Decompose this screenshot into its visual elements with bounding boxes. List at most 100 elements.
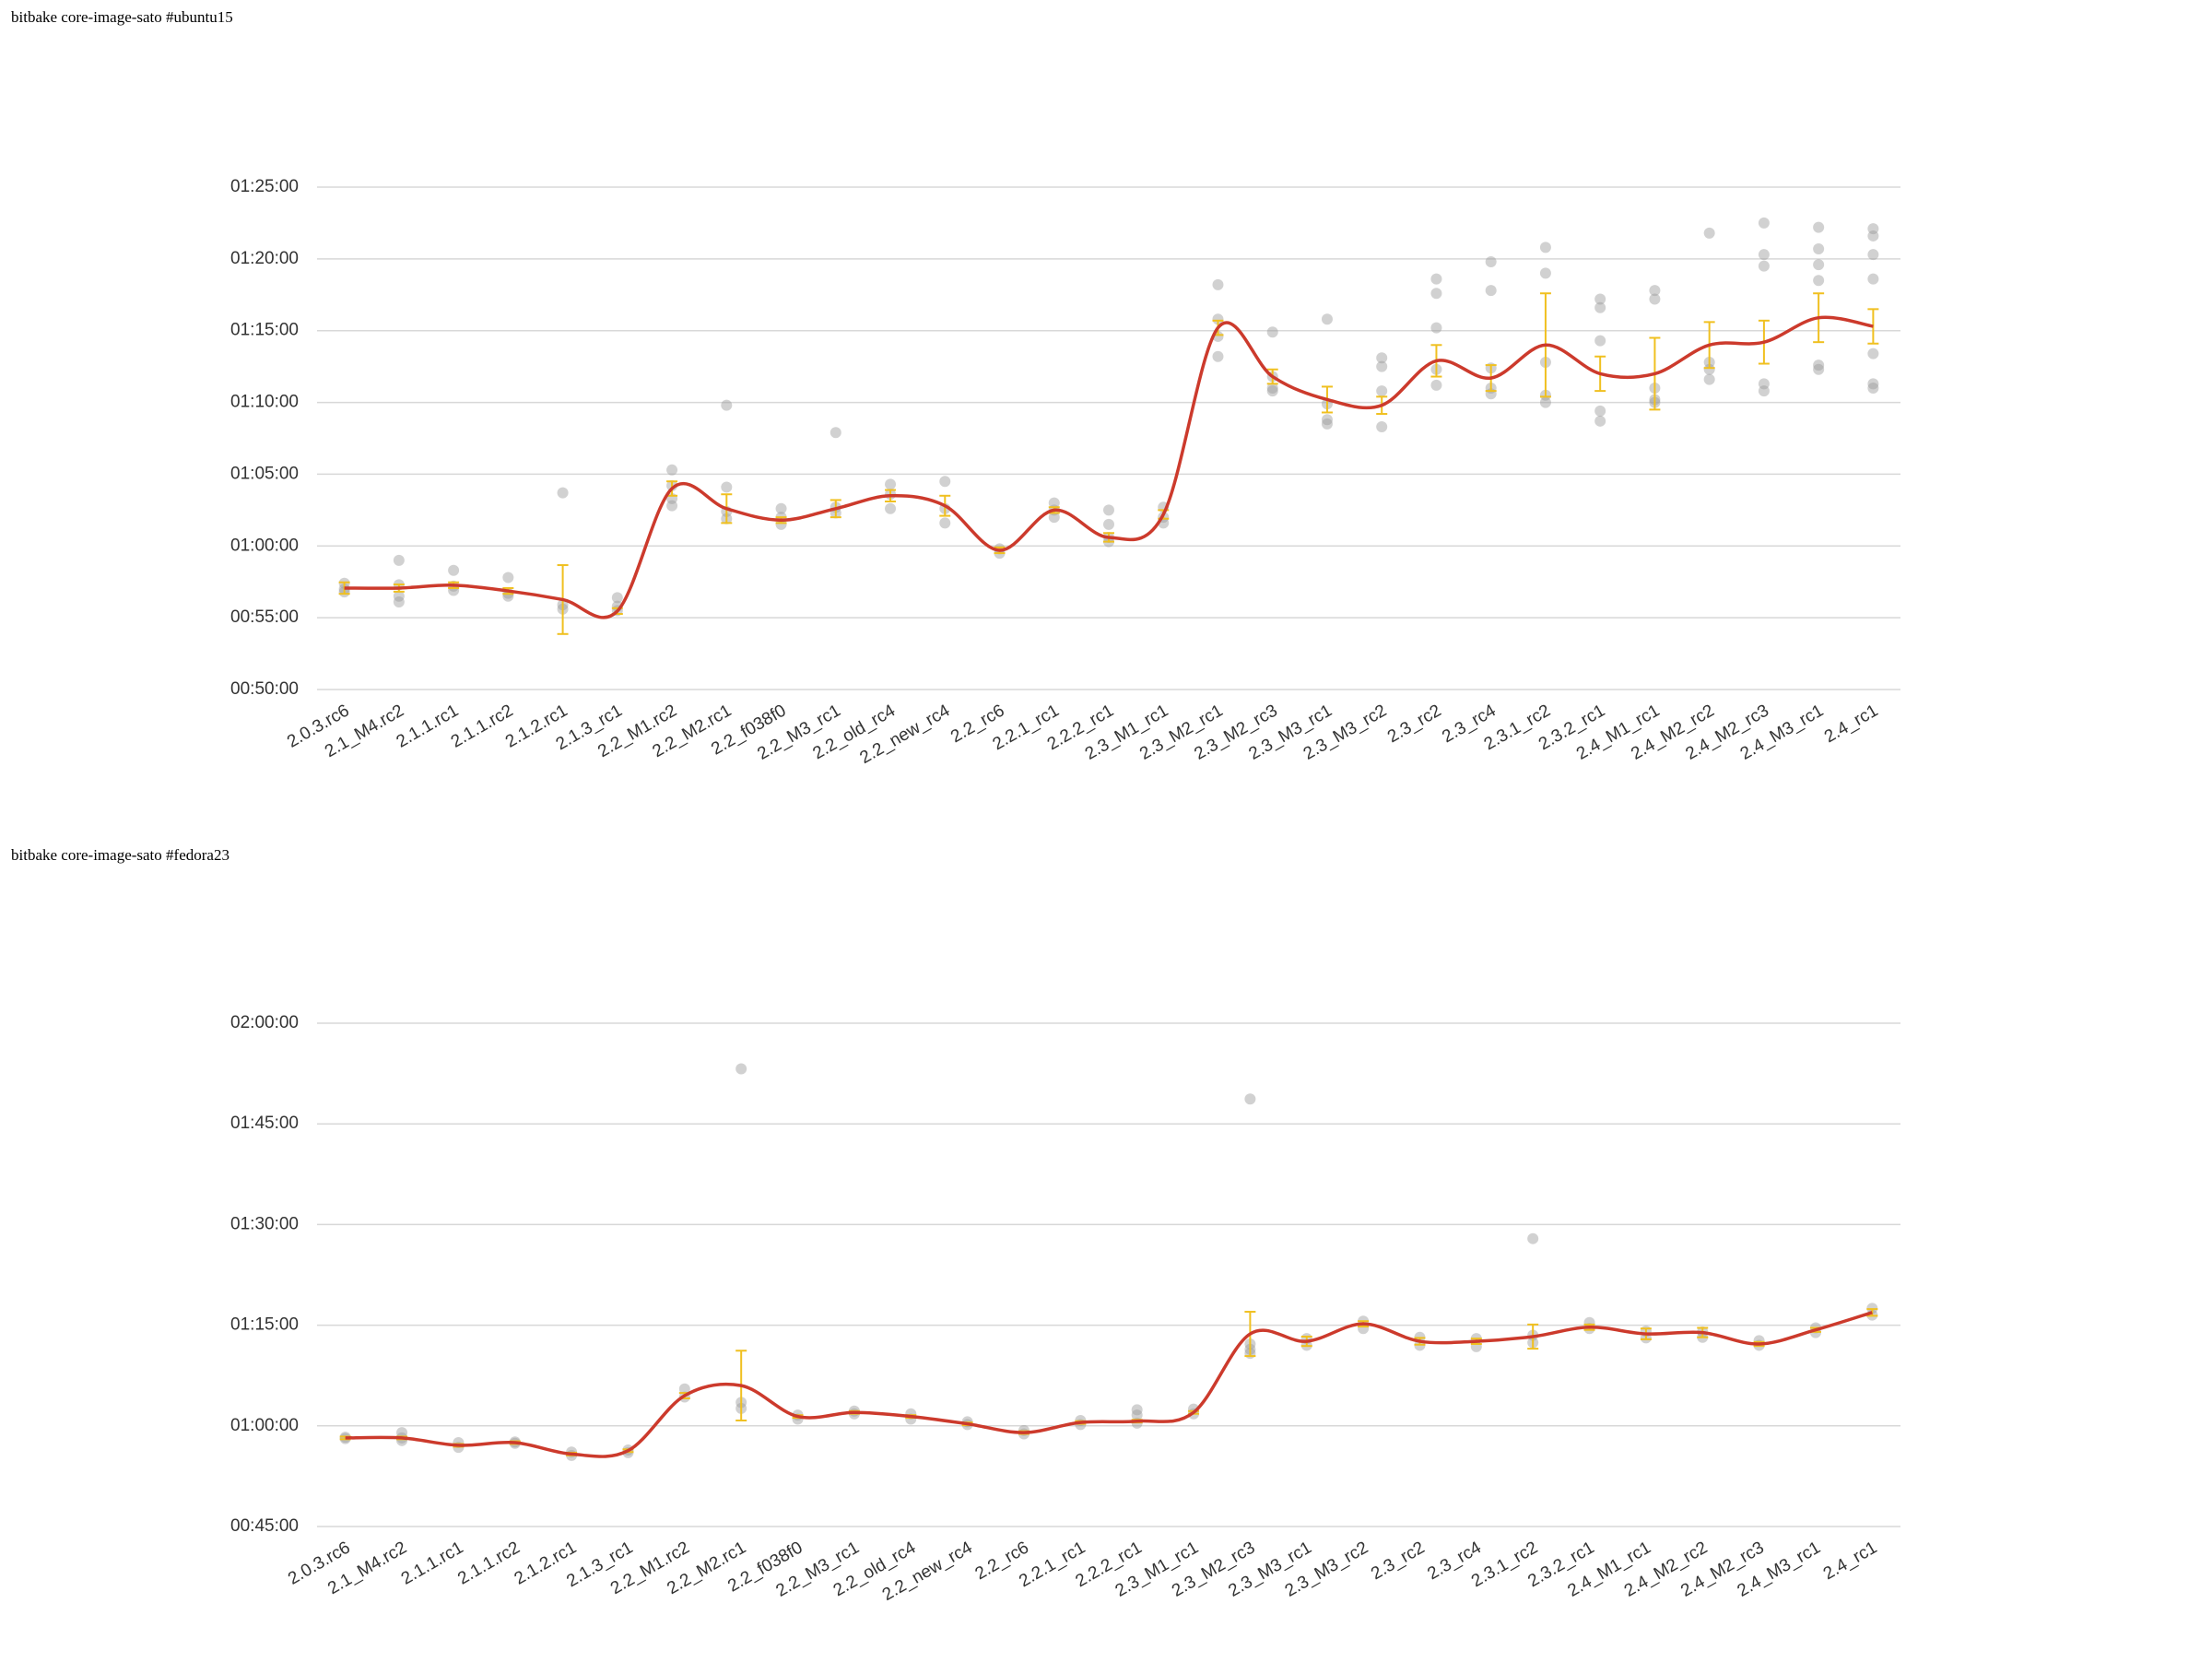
- y-tick-label: 00:45:00: [230, 1516, 299, 1536]
- sample-point: [1485, 285, 1497, 297]
- sample-point: [1594, 415, 1606, 427]
- y-tick-label: 01:00:00: [230, 536, 299, 555]
- y-tick-label: 01:15:00: [230, 1315, 299, 1335]
- sample-point: [1266, 383, 1278, 394]
- sample-point: [396, 1427, 408, 1439]
- sample-point: [1103, 504, 1114, 516]
- y-tick-label: 01:10:00: [230, 393, 299, 412]
- y-tick-label: 00:50:00: [230, 679, 299, 699]
- sample-point: [721, 399, 733, 411]
- sample-point: [666, 464, 678, 476]
- sample-point: [393, 590, 405, 602]
- sample-point: [1376, 385, 1388, 397]
- chart-title: bitbake core-image-sato #fedora23: [11, 846, 229, 864]
- sample-point: [1048, 512, 1060, 524]
- sample-point: [1867, 230, 1879, 242]
- sample-point: [1867, 249, 1879, 261]
- sample-point: [1867, 383, 1879, 394]
- sample-point: [1758, 249, 1770, 261]
- x-tick-label: 2.1.1.rc1: [398, 1538, 467, 1588]
- mean-line: [344, 315, 1874, 619]
- sample-point: [1758, 260, 1770, 272]
- x-tick-label: 2.1.1.rc2: [448, 701, 517, 751]
- mean-line: [345, 1311, 1873, 1458]
- sample-point: [393, 554, 405, 566]
- sample-point: [1594, 293, 1606, 305]
- sample-point: [1867, 348, 1879, 360]
- sample-point: [611, 592, 623, 604]
- x-tick-label: 2.1.1.rc2: [454, 1538, 524, 1588]
- y-tick-label: 01:30:00: [230, 1214, 299, 1233]
- x-tick-label: 2.1.1.rc1: [394, 701, 463, 751]
- y-tick-label: 02:00:00: [230, 1013, 299, 1032]
- sample-point: [1867, 273, 1879, 285]
- x-tick-label: 2.3_rc2: [1384, 701, 1444, 747]
- sample-point: [775, 502, 787, 514]
- sample-point: [885, 478, 897, 490]
- sample-point: [1649, 285, 1661, 297]
- sample-point: [1376, 360, 1388, 372]
- sample-point: [666, 500, 678, 512]
- sample-point: [1212, 278, 1224, 290]
- sample-point: [1813, 360, 1825, 371]
- sample-point: [1321, 418, 1333, 430]
- sample-point: [939, 476, 951, 488]
- x-tick-label: 2.4_rc1: [1820, 1538, 1880, 1584]
- x-tick-label: 2.4_rc1: [1821, 701, 1881, 747]
- sample-point: [1703, 363, 1715, 375]
- sample-point: [1539, 242, 1551, 253]
- sample-point: [1758, 378, 1770, 390]
- sample-point: [1376, 352, 1388, 364]
- sample-point: [1321, 313, 1333, 325]
- y-tick-label: 01:20:00: [230, 249, 299, 268]
- sample-point: [1703, 373, 1715, 385]
- sample-point: [1813, 275, 1825, 287]
- sample-point: [939, 517, 951, 529]
- sample-point: [1813, 221, 1825, 233]
- y-tick-label: 01:05:00: [230, 464, 299, 483]
- sample-point: [1212, 350, 1224, 362]
- sample-point: [1485, 255, 1497, 267]
- sample-point: [1813, 363, 1825, 375]
- sample-point: [1103, 518, 1114, 530]
- sample-point: [1594, 335, 1606, 347]
- sample-point: [1376, 421, 1388, 433]
- sample-point: [1266, 326, 1278, 338]
- sample-point: [393, 596, 405, 608]
- sample-point: [1813, 259, 1825, 271]
- sample-point: [1539, 267, 1551, 279]
- y-tick-label: 01:00:00: [230, 1416, 299, 1435]
- sample-point: [885, 502, 897, 514]
- sample-point: [1813, 242, 1825, 254]
- sample-point: [1703, 227, 1715, 239]
- sample-point: [1649, 293, 1661, 305]
- sample-point: [1527, 1232, 1539, 1244]
- sample-point: [448, 564, 460, 576]
- sample-point: [502, 572, 514, 584]
- sample-point: [1131, 1404, 1143, 1416]
- y-tick-label: 01:25:00: [230, 177, 299, 196]
- y-tick-label: 01:15:00: [230, 321, 299, 340]
- sample-point: [1266, 385, 1278, 397]
- sample-point: [557, 487, 569, 499]
- sample-point: [1867, 378, 1879, 390]
- sample-point: [1430, 322, 1442, 334]
- sample-point: [1594, 405, 1606, 417]
- sample-point: [1539, 396, 1551, 408]
- sample-point: [1867, 223, 1879, 235]
- sample-point: [830, 427, 841, 439]
- sample-point: [1430, 288, 1442, 300]
- sample-point: [1244, 1093, 1256, 1105]
- sample-point: [678, 1383, 690, 1395]
- sample-point: [1758, 217, 1770, 229]
- sample-point: [1758, 385, 1770, 397]
- sample-point: [1321, 414, 1333, 426]
- sample-point: [1430, 379, 1442, 391]
- sample-point: [735, 1063, 747, 1075]
- sample-point: [1131, 1409, 1143, 1421]
- sample-point: [1212, 313, 1224, 325]
- x-tick-label: 2.3_rc2: [1368, 1538, 1428, 1584]
- sample-point: [1430, 273, 1442, 285]
